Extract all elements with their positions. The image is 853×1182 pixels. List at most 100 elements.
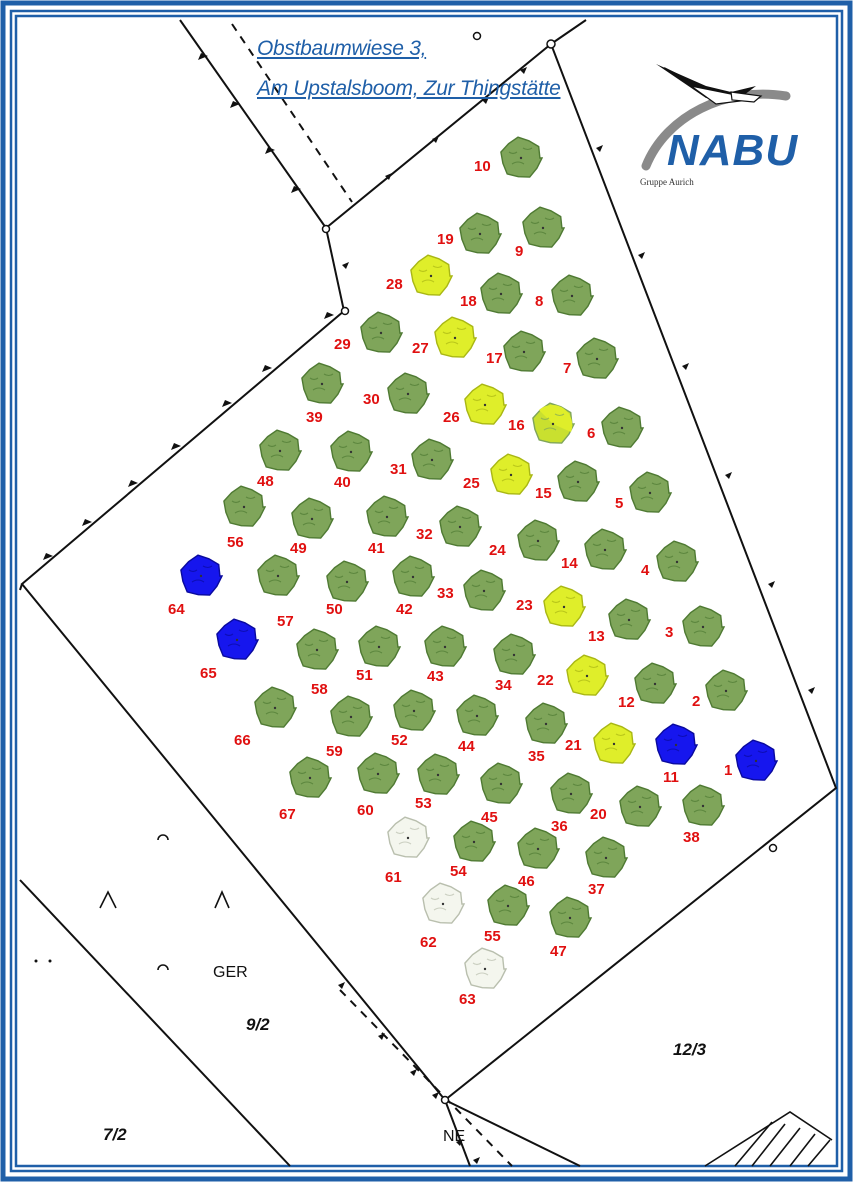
tree-number-label: 49 — [290, 540, 307, 557]
tree-number-label: 37 — [588, 881, 605, 898]
tree-trunk-dot — [429, 274, 433, 278]
tree-trunk-dot — [569, 792, 573, 796]
tree-trunk-dot — [595, 357, 599, 361]
tree-shading — [551, 596, 576, 614]
tree-48: 48 — [257, 429, 303, 490]
tree-trunk-dot — [278, 449, 282, 453]
tree-shading — [495, 895, 520, 913]
tree-number-label: 11 — [663, 769, 679, 786]
tree-shading — [432, 636, 457, 654]
tree-13: 13 — [588, 598, 652, 645]
tree-shading — [540, 413, 565, 431]
tree-shading — [231, 496, 256, 514]
nabu-logo — [641, 64, 791, 171]
tree-trunk-dot — [441, 902, 445, 906]
tree-64: 64 — [168, 554, 224, 618]
tree-23: 23 — [516, 585, 587, 627]
tree-number-label: 35 — [528, 748, 545, 765]
tree-trunk-dot — [701, 625, 705, 629]
tree-57: 57 — [257, 554, 301, 630]
parcel-9-2-label: 9/2 — [246, 1015, 270, 1034]
tree-number-label: 25 — [463, 475, 480, 492]
tree-trunk-dot — [674, 743, 678, 747]
hedge-marker — [43, 553, 53, 560]
tree-shading — [419, 449, 444, 467]
tree-number-label: 56 — [227, 534, 244, 551]
tree-number-label: 31 — [390, 461, 407, 478]
tree-trunk-dot — [536, 847, 540, 851]
tree-63: 63 — [459, 947, 508, 1008]
tree-30: 30 — [363, 372, 431, 414]
tree-trunk-dot — [475, 714, 479, 718]
tree-number-label: 44 — [458, 738, 475, 755]
road-edge — [444, 1099, 581, 1167]
tree-65: 65 — [200, 618, 260, 682]
tree-29: 29 — [334, 311, 404, 353]
map-symbols — [99, 834, 230, 971]
parcel-labels: 9/2 12/3 7/2 GER NE — [103, 964, 707, 1145]
tree-number-label: 39 — [306, 409, 323, 426]
tree-10: 10 — [474, 136, 544, 178]
tree-number-label: 50 — [326, 601, 343, 618]
tree-trunk-dot — [349, 715, 353, 719]
tree-trunk-dot — [653, 682, 657, 686]
street-ger-label: GER — [213, 964, 248, 981]
tree-shading — [366, 636, 391, 654]
tree-11: 11 — [655, 723, 699, 786]
tree-35: 35 — [525, 702, 569, 765]
tree-shading — [309, 373, 334, 391]
dashed-lines — [231, 23, 513, 1167]
tree-51: 51 — [356, 625, 402, 684]
tree-trunk-dot — [568, 916, 572, 920]
tree-shading — [447, 516, 472, 534]
tree-shading — [601, 733, 626, 751]
tree-number-label: 15 — [535, 485, 552, 502]
map-title-line2: Am Upstalsboom, Zur Thingstätte — [257, 77, 561, 100]
boundary-markers — [321, 31, 778, 1105]
tree-25: 25 — [463, 453, 534, 495]
tree-32: 32 — [416, 505, 483, 547]
tree-shading — [334, 571, 359, 589]
hedge-marker — [432, 1092, 439, 1099]
tree-shading — [418, 265, 443, 283]
tree-trunk-dot — [562, 605, 566, 609]
tree-number-label: 62 — [420, 934, 437, 951]
tree-number-label: 5 — [615, 495, 623, 512]
tree-shading — [224, 629, 249, 647]
tree-trunk-dot — [544, 722, 548, 726]
tree-number-label: 61 — [385, 869, 402, 886]
tree-3: 3 — [665, 605, 726, 647]
tree-number-label: 67 — [279, 806, 296, 823]
tree-21: 21 — [565, 722, 637, 764]
hedge-marker — [378, 1033, 385, 1040]
tree-trunk-dot — [701, 804, 705, 808]
tree-67: 67 — [279, 756, 333, 823]
tree-number-label: 45 — [481, 809, 498, 826]
tree-33: 33 — [437, 569, 507, 611]
hedge-marker — [198, 53, 208, 60]
tree-trunk-dot — [604, 856, 608, 860]
hedge-marker — [596, 145, 603, 152]
tree-44: 44 — [456, 694, 500, 755]
tree-shading — [267, 440, 292, 458]
tree-trunk-dot — [754, 759, 758, 763]
tree-trunk-dot — [376, 772, 380, 776]
tree-shading — [508, 147, 533, 165]
tree-shading — [627, 796, 652, 814]
tree-shading — [642, 673, 667, 691]
tree-trunk-dot — [541, 226, 545, 230]
tree-number-label: 10 — [474, 158, 491, 175]
tree-trunk-dot — [627, 618, 631, 622]
tree-53: 53 — [415, 753, 461, 812]
tree-number-label: 64 — [168, 601, 185, 618]
tree-62: 62 — [420, 882, 466, 951]
tree-layer: 1234567891011121314151617181920212223242… — [168, 136, 779, 1008]
tree-trunk-dot — [522, 350, 526, 354]
tree-shading — [558, 783, 583, 801]
tree-6: 6 — [587, 406, 645, 448]
stork-icon — [656, 64, 763, 105]
tree-number-label: 26 — [443, 409, 460, 426]
tree-66: 66 — [234, 686, 298, 749]
tree-shading — [664, 551, 689, 569]
